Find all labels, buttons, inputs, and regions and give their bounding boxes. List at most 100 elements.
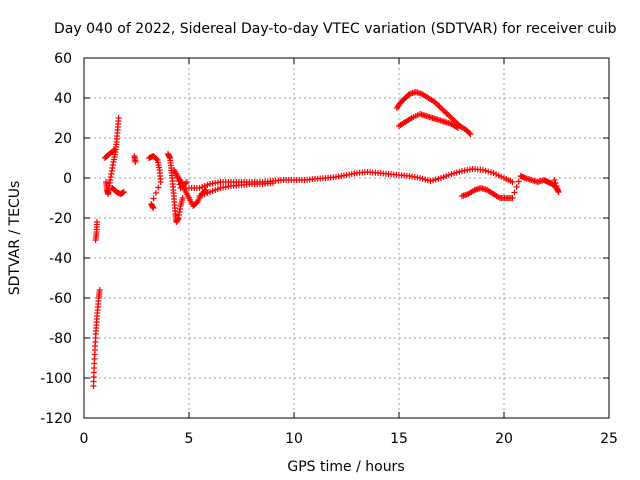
data-point [199,192,206,198]
data-point [169,184,176,190]
data-point [182,180,189,187]
data-point [495,172,502,179]
data-point [482,167,489,174]
data-point [319,175,326,182]
data-point [94,310,101,316]
series-high-arcs [393,89,474,137]
data-point [466,130,473,136]
data-point [184,193,191,199]
y-tick-label: -20 [49,211,72,227]
data-point [448,171,455,177]
data-point [551,177,558,183]
data-point [214,179,221,186]
data-point [309,176,316,183]
y-tick-label: 60 [54,51,72,67]
data-point [554,186,561,192]
y-tick-label: 40 [54,91,72,107]
data-point [330,174,337,181]
data-point [113,141,120,148]
data-point [225,183,232,190]
data-point [149,204,156,210]
data-point [449,115,456,122]
data-point [428,114,435,121]
data-point [153,156,160,162]
data-point [111,187,118,193]
data-point [199,184,206,190]
data-point [453,169,460,176]
data-point [482,186,489,193]
data-point [430,98,437,104]
data-point [488,190,495,196]
data-point [520,174,527,181]
data-point [372,169,379,176]
data-point [175,178,182,184]
data-point [440,118,447,125]
data-point [277,177,284,184]
data-point [212,187,219,193]
data-point [120,189,127,196]
data-point [466,166,473,173]
data-point [150,195,157,202]
data-point [361,169,368,176]
data-point [204,190,211,196]
series-early-cluster [102,115,164,211]
data-point [417,90,424,97]
data-point [96,289,103,295]
data-point [298,177,305,183]
data-point [495,194,502,200]
data-point [440,174,447,180]
data-point [109,162,116,168]
data-point [157,176,164,182]
data-point [526,176,533,183]
data-point [438,175,444,181]
data-point [91,351,98,358]
data-point [166,154,173,160]
data-point [267,180,274,187]
data-point [204,182,211,188]
data-point [351,170,358,177]
data-point [498,173,505,180]
data-point [114,130,121,136]
data-point [168,172,175,179]
data-point [443,173,450,179]
data-point [174,174,181,181]
data-point [174,216,181,222]
y-tick-label: -120 [40,411,72,427]
data-point [507,178,514,184]
data-point [246,181,253,188]
data-point [414,174,421,181]
data-point [407,116,414,122]
data-point [93,221,100,228]
data-point [422,176,429,183]
data-point [156,164,163,171]
data-point [193,185,200,191]
data-point [110,148,117,154]
x-tick-label: 25 [600,431,618,447]
data-point [453,124,460,130]
data-point [456,168,463,175]
data-point [92,335,99,341]
x-axis-label: GPS time / hours [287,459,404,475]
data-point [427,178,434,184]
data-point [382,170,389,177]
data-point [177,206,184,212]
x-tick-label: 0 [80,431,89,447]
data-point [235,182,242,189]
data-point [446,120,453,127]
data-point [201,191,208,197]
data-point [515,178,522,185]
data-point [465,129,472,135]
x-tick-label: 5 [185,431,194,447]
series-early-spike [90,219,103,389]
data-point [201,183,208,189]
y-tick-label: -60 [49,291,72,307]
data-point [393,171,400,178]
data-marks [90,89,562,389]
data-point [132,157,139,164]
data-point [152,155,159,161]
y-tick-label: 0 [63,171,72,187]
data-point [485,168,492,175]
data-point [463,191,470,198]
data-point [404,93,411,99]
